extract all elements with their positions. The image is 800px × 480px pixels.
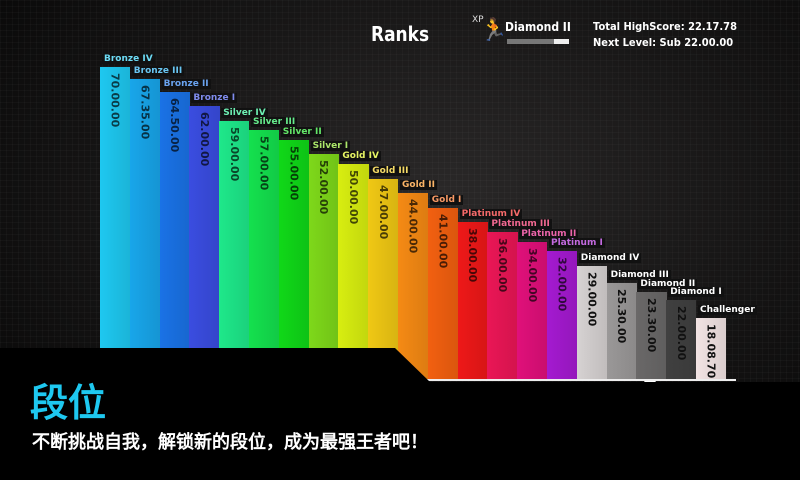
next-level: Next Level: Sub 22.00.00: [593, 36, 734, 49]
bar-silver-iii: 57.00.00: [249, 130, 280, 380]
bar-silver-i: 52.00.00: [308, 154, 339, 380]
bar-value-label: 50.00.00: [347, 170, 361, 225]
rank-label: Silver III: [251, 117, 298, 128]
bar-value-label: 18.08.70: [704, 324, 718, 379]
bar-value-label: 67.35.00: [138, 85, 152, 140]
rank-label: Diamond IV: [578, 252, 642, 263]
bar-value-label: 23.30.00: [645, 298, 659, 353]
bar-silver-ii: 55.00.00: [278, 139, 310, 380]
bar-value-label: 52.00.00: [317, 160, 331, 215]
rank-label: Diamond II: [638, 279, 698, 290]
rank-label: Silver IV: [221, 107, 268, 118]
bar-value-label: 47.00.00: [376, 184, 390, 239]
rank-label: Bronze I: [191, 93, 238, 104]
banner-subtitle: 不断挑战自我，解锁新的段位，成为最强王者吧！: [32, 432, 428, 453]
rank-label: Platinum I: [549, 238, 605, 249]
bar-bronze-i: 62.00.00: [189, 106, 220, 380]
bar-value-label: 41.00.00: [436, 213, 450, 268]
bar-gold-iv: 50.00.00: [338, 164, 369, 380]
rank-label: Gold IV: [340, 151, 381, 162]
bar-value-label: 55.00.00: [287, 145, 301, 201]
bar-bronze-ii: 64.50.00: [159, 92, 190, 380]
current-rank: Diamond II: [505, 20, 571, 34]
rank-label: Gold II: [400, 180, 437, 191]
rank-label: Challenger: [698, 305, 757, 316]
bar-platinum-ii: 34.00.00: [517, 241, 548, 380]
bar-diamond-iv: 29.00.00: [576, 265, 608, 380]
bar-value-label: 59.00.00: [227, 126, 241, 181]
rank-label: Platinum IV: [459, 209, 523, 220]
bar-bronze-iv: 70.00.00: [100, 67, 131, 380]
bar-gold-iii: 47.00.00: [368, 178, 399, 380]
bar-value-label: 62.00.00: [198, 112, 212, 167]
xp-label: XP: [472, 15, 484, 25]
bar-diamond-ii: 23.30.00: [636, 292, 667, 380]
bar-platinum-iii: 36.00.00: [487, 231, 518, 380]
bar-value-label: 25.30.00: [615, 288, 629, 343]
bar-platinum-iv: 38.00.00: [457, 222, 488, 380]
bar-diamond-iii: 25.30.00: [606, 282, 637, 380]
banner-headline: 段位: [30, 381, 107, 425]
bar-bronze-iii: 67.35.00: [129, 79, 161, 380]
bar-gold-ii: 44.00.00: [398, 193, 429, 380]
bar-silver-iv: 59.00.00: [219, 120, 250, 380]
page-title: Ranks: [371, 22, 430, 46]
rank-label: Silver I: [310, 141, 351, 152]
bar-value-label: 22.00.00: [674, 305, 688, 360]
bar-value-label: 36.00.00: [496, 237, 510, 293]
chart-axis: [420, 379, 736, 381]
bar-value-label: 32.00.00: [555, 257, 569, 312]
bar-value-label: 38.00.00: [466, 228, 480, 283]
bar-value-label: 44.00.00: [406, 199, 420, 254]
xp-progress-fill: [553, 39, 569, 44]
bar-challenger: 18.08.70: [696, 318, 727, 380]
bar-value-label: 57.00.00: [257, 136, 271, 191]
rank-label: Bronze II: [161, 79, 211, 90]
rank-label: Platinum III: [489, 218, 552, 229]
rank-label: Platinum II: [519, 228, 579, 239]
total-highscore: Total HighScore: 22.17.78: [593, 20, 737, 33]
rank-label: Gold I: [429, 194, 464, 205]
rank-label: Bronze III: [131, 66, 185, 77]
bar-gold-i: 41.00.00: [427, 207, 459, 380]
rank-label: Silver II: [280, 126, 324, 137]
xp-progress-bar: [507, 39, 569, 44]
bar-value-label: 29.00.00: [585, 271, 599, 327]
rank-label: Diamond III: [608, 269, 671, 280]
rank-label: Diamond I: [668, 286, 724, 297]
rank-label: Bronze IV: [102, 54, 155, 65]
bar-value-label: 64.50.00: [168, 98, 182, 153]
bar-platinum-i: 32.00.00: [547, 251, 578, 380]
rank-label: Gold III: [370, 165, 411, 176]
bar-value-label: 70.00.00: [108, 73, 122, 128]
bar-diamond-i: 22.00.00: [666, 299, 697, 380]
bar-value-label: 34.00.00: [525, 247, 539, 302]
runner-avatar-icon: 🏃: [480, 18, 508, 43]
